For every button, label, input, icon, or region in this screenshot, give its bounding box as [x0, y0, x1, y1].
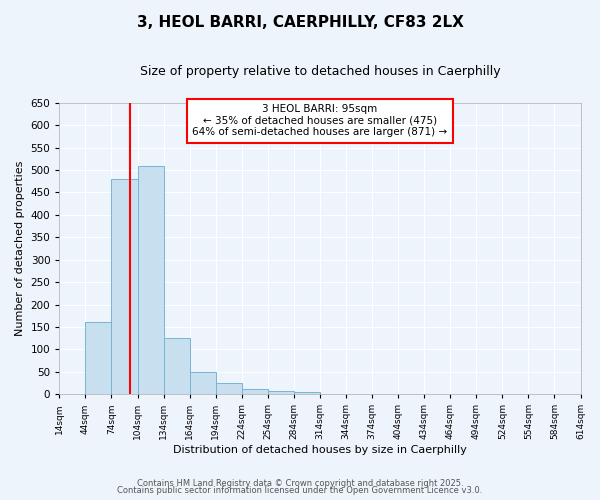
X-axis label: Distribution of detached houses by size in Caerphilly: Distribution of detached houses by size …	[173, 445, 467, 455]
Bar	[137, 166, 164, 394]
Bar	[268, 390, 294, 394]
Bar	[215, 383, 242, 394]
Bar	[190, 372, 215, 394]
Bar	[294, 392, 320, 394]
Text: Contains public sector information licensed under the Open Government Licence v3: Contains public sector information licen…	[118, 486, 482, 495]
Text: 3, HEOL BARRI, CAERPHILLY, CF83 2LX: 3, HEOL BARRI, CAERPHILLY, CF83 2LX	[137, 15, 463, 30]
Text: 3 HEOL BARRI: 95sqm
← 35% of detached houses are smaller (475)
64% of semi-detac: 3 HEOL BARRI: 95sqm ← 35% of detached ho…	[193, 104, 448, 138]
Y-axis label: Number of detached properties: Number of detached properties	[15, 161, 25, 336]
Bar	[85, 322, 112, 394]
Bar	[164, 338, 190, 394]
Bar	[112, 179, 137, 394]
Text: Contains HM Land Registry data © Crown copyright and database right 2025.: Contains HM Land Registry data © Crown c…	[137, 478, 463, 488]
Title: Size of property relative to detached houses in Caerphilly: Size of property relative to detached ho…	[140, 65, 500, 78]
Bar	[242, 389, 268, 394]
